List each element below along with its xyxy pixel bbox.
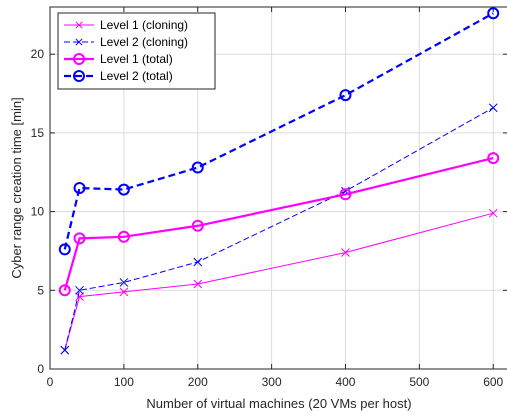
data-point-marker [487, 152, 500, 165]
data-point-marker [75, 38, 83, 46]
legend: Level 1 (cloning) Level 2 (cloning) Level … [57, 12, 216, 90]
series-line [64, 212, 494, 351]
data-point-marker [73, 182, 86, 194]
legend-label: Level 2 (cloning) [100, 35, 188, 49]
data-point-marker [487, 7, 500, 20]
data-point-marker [191, 219, 204, 232]
y-tick-label: 0 [37, 362, 44, 376]
x-tick-label: 500 [409, 375, 429, 389]
x-tick-label: 0 [47, 375, 54, 389]
y-tick-label: 10 [31, 205, 45, 219]
legend-label: Level 1 (cloning) [100, 18, 188, 32]
legend-entry: Level 1 (cloning) [64, 18, 188, 32]
data-point-marker [73, 53, 85, 65]
y-tick-label: 20 [31, 47, 45, 61]
legend-label: Level 2 (total) [100, 69, 173, 83]
series-line [63, 12, 494, 250]
data-point-marker [117, 183, 130, 196]
series-3 [58, 152, 500, 297]
x-tick-label: 300 [262, 375, 282, 389]
series-line [64, 107, 494, 351]
data-point-marker [339, 89, 352, 102]
series-line [63, 157, 494, 291]
data-point-marker [75, 292, 84, 301]
legend-entry: Level 2 (cloning) [64, 35, 188, 49]
x-tick-label: 400 [335, 375, 355, 389]
data-point-marker [191, 161, 204, 174]
data-point-marker [58, 284, 71, 297]
x-axis-label: Number of virtual machines (20 VMs per h… [146, 396, 411, 411]
x-tick-label: 600 [483, 375, 503, 389]
data-point-marker [117, 230, 130, 243]
axes-box [49, 6, 507, 370]
data-point-marker [73, 70, 85, 82]
y-tick-label: 15 [31, 126, 45, 140]
x-tick-label: 200 [188, 375, 208, 389]
data-point-marker [119, 278, 129, 287]
legend-entry: Level 1 (total) [64, 52, 173, 66]
data-point-marker [60, 345, 70, 355]
data-point-marker [193, 257, 203, 267]
series-group [58, 7, 500, 355]
data-point-marker [75, 285, 84, 295]
y-tick-label: 5 [37, 283, 44, 297]
data-point-marker [58, 243, 71, 256]
data-point-marker [341, 248, 350, 257]
data-point-marker [193, 279, 203, 289]
y-axis-label: Cyber range creation time [min] [9, 97, 24, 278]
data-point-marker [488, 103, 498, 113]
x-tick-label: 100 [114, 375, 134, 389]
axes: 0 100 200 300 400 500 600 0 5 10 15 20 [31, 6, 507, 389]
series-4 [58, 7, 500, 256]
data-point-marker [488, 208, 498, 218]
data-point-marker [75, 21, 83, 29]
data-point-marker [339, 188, 352, 201]
legend-entry: Level 2 (total) [64, 69, 173, 83]
data-point-marker [119, 287, 129, 297]
legend-label: Level 1 (total) [100, 52, 173, 66]
data-point-marker [73, 232, 86, 245]
